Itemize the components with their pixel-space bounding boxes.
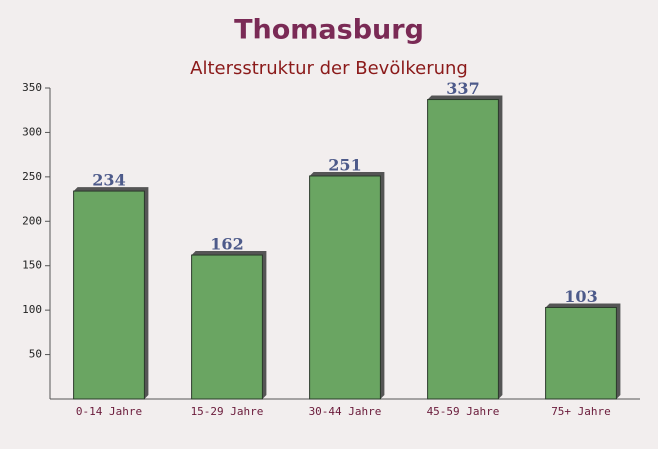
x-tick-label: 15-29 Jahre [191,405,264,418]
y-tick-label: 300 [22,125,42,138]
bar [309,175,381,400]
bar [191,254,263,400]
x-tick-label: 75+ Jahre [551,405,611,418]
bar [73,190,145,400]
y-tick-label: 100 [22,303,42,316]
value-label: 162 [210,235,243,254]
y-tick-label: 200 [22,214,42,227]
x-tick-label: 45-59 Jahre [427,405,500,418]
chart-subtitle: Altersstruktur der Bevölkerung [190,58,468,79]
x-tick-label: 30-44 Jahre [309,405,382,418]
value-label: 103 [564,287,597,306]
y-tick-label: 250 [22,170,42,183]
bar [545,306,617,400]
y-tick-label: 350 [22,81,42,94]
y-tick-label: 50 [29,348,42,361]
value-label: 251 [328,155,361,174]
chart-title: Thomasburg [234,15,424,46]
x-tick-label: 0-14 Jahre [76,405,142,418]
value-label: 234 [92,171,125,190]
bar [427,99,499,400]
y-tick-label: 150 [22,259,42,272]
value-label: 337 [446,79,479,98]
